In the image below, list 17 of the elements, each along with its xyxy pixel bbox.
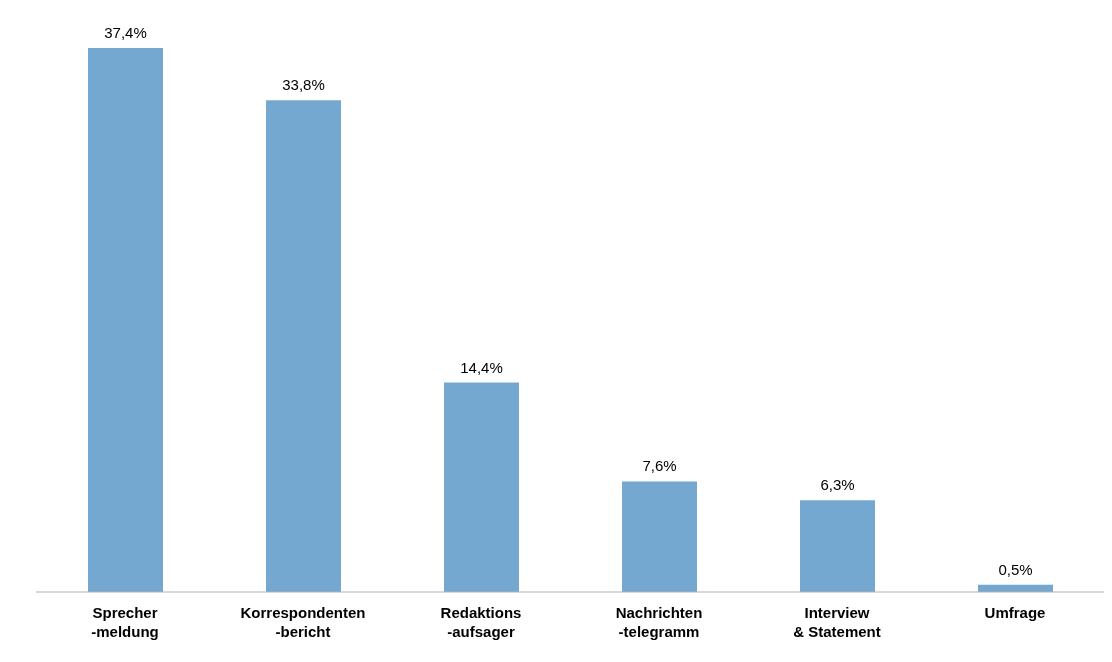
data-label: 37,4%	[104, 24, 147, 41]
bar	[622, 481, 697, 592]
x-tick-label: Nachrichten -telegramm	[615, 604, 703, 640]
data-label: 7,6%	[642, 457, 677, 475]
data-label: 14,4%	[460, 358, 503, 376]
bar	[800, 500, 875, 592]
x-tick-label: Interview & Statement	[793, 604, 881, 640]
bar	[266, 100, 341, 592]
data-label: 33,8%	[282, 76, 325, 94]
bar	[444, 382, 519, 592]
x-tick-label: Korrespondenten -bericht	[240, 604, 366, 640]
x-tick-label: Umfrage	[984, 604, 1046, 621]
data-label: 6,3%	[820, 476, 855, 494]
bar	[88, 48, 163, 592]
x-tick-label: Sprecher -meldung	[91, 604, 159, 640]
data-label: 0,5%	[998, 560, 1033, 578]
x-tick-label: Redaktions -aufsager	[440, 604, 522, 640]
